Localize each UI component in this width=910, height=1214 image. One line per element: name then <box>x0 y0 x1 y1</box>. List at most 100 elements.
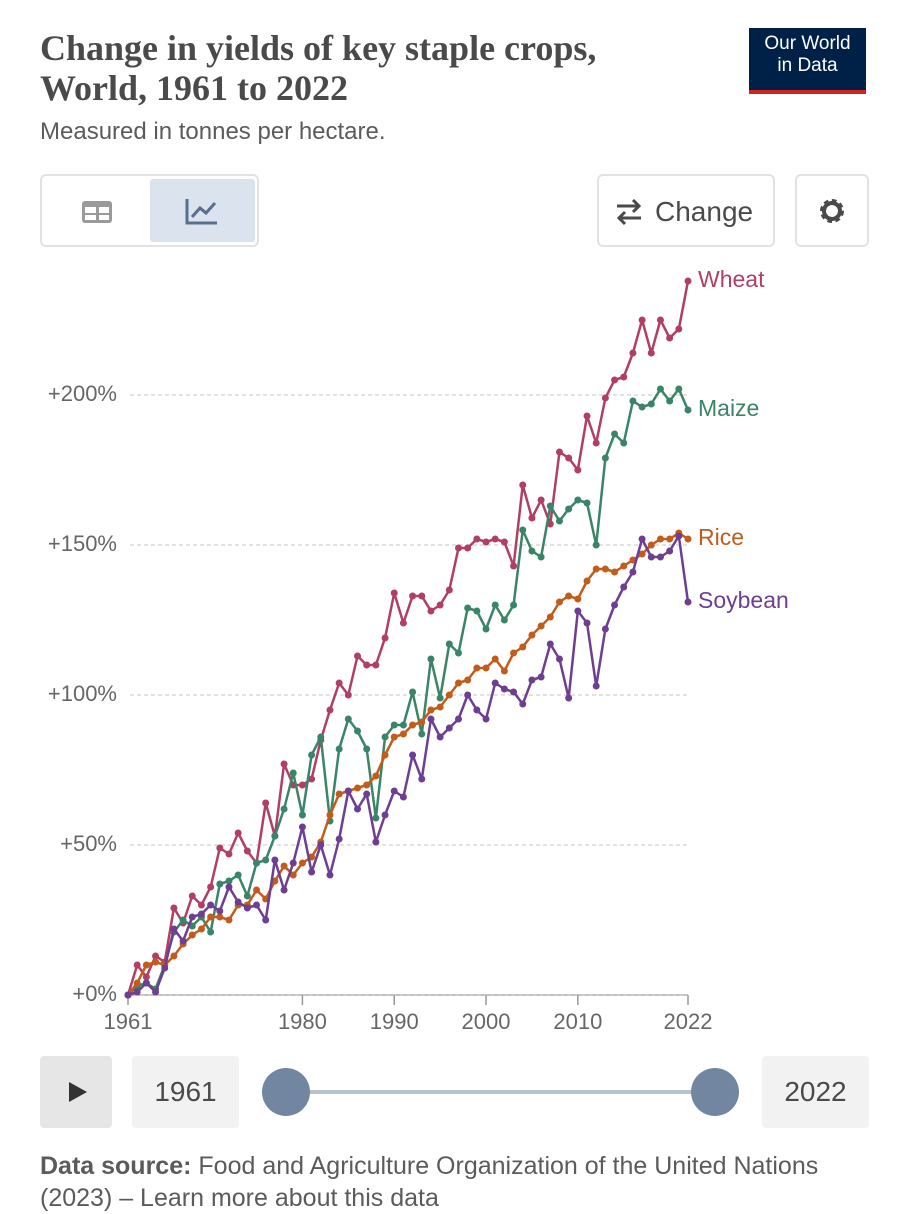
data-point <box>234 829 242 837</box>
data-point <box>326 811 334 819</box>
data-point <box>298 811 306 819</box>
x-tick-label: 2000 <box>462 1009 511 1034</box>
x-tick-label: 2010 <box>553 1009 602 1034</box>
data-point <box>399 721 407 729</box>
change-button[interactable]: Change <box>597 174 775 247</box>
chart: +0% +50% +100% +150% +200% 1961 1980 1990 2000 20… <box>48 266 789 1034</box>
data-point <box>289 871 297 879</box>
data-point <box>225 877 233 885</box>
data-point <box>510 601 518 609</box>
data-point <box>565 694 573 702</box>
data-point <box>243 847 251 855</box>
data-point <box>179 937 187 945</box>
data-point <box>335 679 343 687</box>
data-point <box>253 901 261 909</box>
chart-subtitle: Measured in tonnes per hectare. <box>40 118 386 145</box>
data-point <box>491 655 499 663</box>
timeline-end[interactable]: 2022 <box>762 1056 869 1128</box>
data-point <box>519 481 527 489</box>
timeline-start[interactable]: 1961 <box>132 1056 239 1128</box>
x-tick-label: 1990 <box>370 1009 419 1034</box>
y-tick-label: +100% <box>48 681 117 706</box>
play-button[interactable] <box>40 1056 112 1128</box>
data-point <box>399 730 407 738</box>
data-point <box>546 502 554 510</box>
data-point <box>555 598 563 606</box>
data-point <box>629 349 637 357</box>
data-point <box>152 988 160 996</box>
data-point <box>317 733 325 741</box>
data-point <box>592 439 600 447</box>
data-point <box>418 775 426 783</box>
slider-handle[interactable] <box>262 1068 310 1116</box>
data-point <box>354 784 362 792</box>
data-point <box>289 769 297 777</box>
chart-icon <box>185 199 217 225</box>
data-point <box>500 538 508 546</box>
data-point <box>308 868 316 876</box>
data-point <box>583 499 591 507</box>
data-point <box>418 718 426 726</box>
logo-text: in Data <box>777 55 838 76</box>
data-point <box>620 373 628 381</box>
data-point <box>234 898 242 906</box>
data-point <box>170 925 178 933</box>
data-point <box>354 805 362 813</box>
settings-button[interactable] <box>795 174 869 247</box>
data-point <box>500 616 508 624</box>
chart-tab[interactable] <box>150 179 255 242</box>
data-point <box>363 745 371 753</box>
data-point <box>647 553 655 561</box>
data-point <box>427 715 435 723</box>
data-point <box>445 691 453 699</box>
data-point <box>170 904 178 912</box>
data-point <box>656 535 664 543</box>
data-point <box>142 961 150 969</box>
data-point <box>262 856 270 864</box>
data-point <box>179 916 187 924</box>
data-point <box>601 565 609 573</box>
data-point <box>510 649 518 657</box>
data-point <box>390 733 398 741</box>
data-point <box>317 841 325 849</box>
data-point <box>464 604 472 612</box>
data-point <box>675 532 683 540</box>
timeline-slider[interactable] <box>250 1056 750 1128</box>
y-tick-label: +150% <box>48 531 117 556</box>
table-tab[interactable] <box>42 176 150 245</box>
slider-handle[interactable] <box>691 1068 739 1116</box>
data-point <box>555 517 563 525</box>
data-point <box>344 715 352 723</box>
data-point <box>381 751 389 759</box>
data-point <box>390 721 398 729</box>
data-point <box>528 631 536 639</box>
data-point <box>666 397 674 405</box>
data-point <box>271 832 279 840</box>
data-point <box>124 991 132 999</box>
series-line <box>127 534 690 997</box>
data-point <box>207 913 215 921</box>
data-point <box>546 613 554 621</box>
data-point <box>454 544 462 552</box>
data-point <box>601 454 609 462</box>
data-point <box>656 316 664 324</box>
data-point <box>537 673 545 681</box>
data-point <box>188 892 196 900</box>
data-point <box>583 412 591 420</box>
data-point <box>152 958 160 966</box>
data-point <box>638 550 646 558</box>
series-label: Wheat <box>698 266 765 292</box>
data-point <box>133 961 141 969</box>
data-point <box>528 676 536 684</box>
data-point <box>436 694 444 702</box>
data-point <box>611 601 619 609</box>
data-point <box>675 385 683 393</box>
series-label: Maize <box>698 395 759 421</box>
data-point <box>620 583 628 591</box>
data-point <box>666 535 674 543</box>
data-point <box>216 907 224 915</box>
data-point <box>473 664 481 672</box>
data-point <box>326 706 334 714</box>
logo[interactable]: Our World in Data <box>749 28 866 94</box>
data-point <box>262 916 270 924</box>
